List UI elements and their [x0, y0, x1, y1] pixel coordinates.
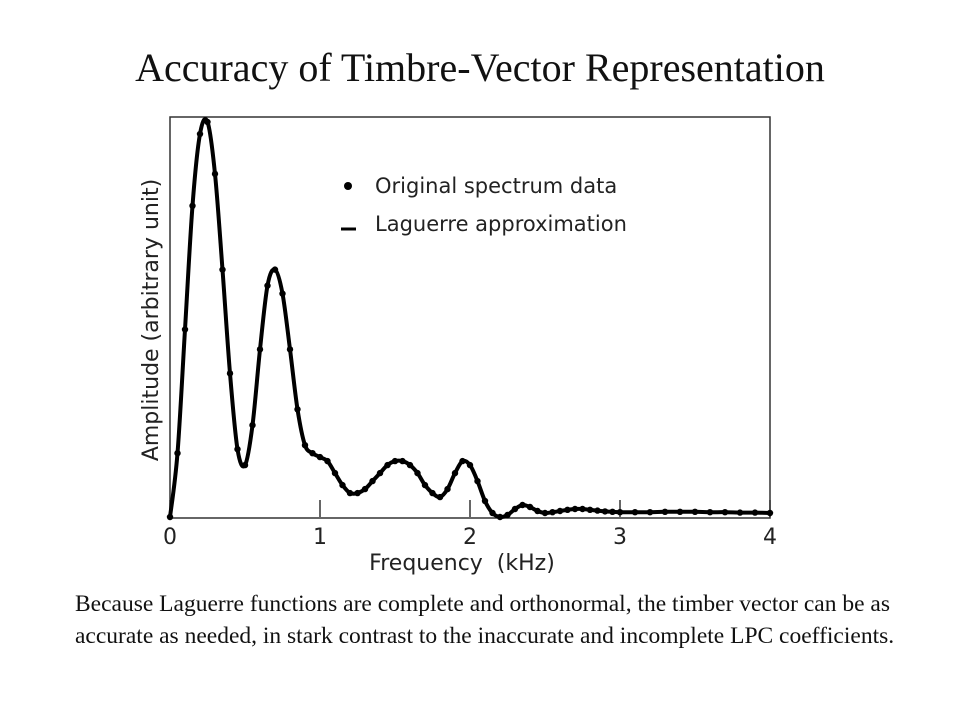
data-point	[751, 509, 759, 516]
data-point	[631, 509, 639, 516]
data-point	[511, 505, 519, 513]
data-point	[706, 509, 714, 516]
data-point	[189, 202, 196, 209]
data-point	[534, 507, 541, 515]
data-point	[346, 489, 354, 497]
data-point	[166, 513, 174, 521]
data-point	[204, 118, 211, 126]
data-point	[481, 497, 489, 505]
data-point	[736, 509, 744, 516]
data-point	[331, 469, 339, 477]
data-point	[399, 457, 406, 465]
data-point	[301, 442, 309, 449]
data-point	[691, 508, 699, 515]
spectrum-points	[166, 118, 774, 521]
data-point	[429, 489, 436, 497]
data-point	[316, 453, 324, 461]
data-point	[309, 450, 316, 457]
y-axis-label: Amplitude (arbitrary unit)	[139, 179, 164, 461]
data-point	[721, 509, 729, 516]
data-point	[384, 461, 391, 469]
data-point	[211, 170, 219, 178]
data-point	[234, 446, 241, 453]
data-point	[586, 506, 594, 513]
x-tick-label: 2	[463, 525, 477, 550]
data-point	[369, 477, 376, 485]
data-point	[414, 469, 421, 477]
slide-title: Accuracy of Timbre-Vector Representation	[135, 45, 825, 90]
data-point	[279, 290, 286, 297]
data-point	[496, 513, 504, 521]
data-point	[519, 501, 526, 509]
data-point	[579, 505, 586, 513]
data-point	[541, 509, 549, 517]
x-tick-label: 4	[763, 525, 777, 550]
data-point	[459, 457, 466, 465]
data-point	[646, 509, 654, 516]
data-point	[181, 326, 189, 333]
data-point	[391, 457, 399, 465]
data-point	[556, 507, 564, 515]
data-point	[661, 508, 669, 515]
data-point	[564, 506, 571, 513]
data-point	[406, 461, 414, 469]
data-point	[474, 477, 481, 485]
legend-label-original: Original spectrum data	[375, 174, 617, 198]
data-point	[504, 511, 511, 519]
data-point	[256, 346, 264, 353]
legend-points-marker	[344, 182, 352, 190]
data-point	[361, 485, 369, 493]
data-point	[601, 508, 609, 515]
data-point	[249, 422, 256, 429]
data-point	[271, 266, 279, 273]
data-point	[549, 509, 556, 516]
data-point	[294, 406, 301, 413]
data-point	[324, 457, 331, 465]
data-point	[264, 282, 271, 289]
data-point	[571, 505, 579, 513]
data-point	[354, 489, 361, 497]
data-point	[339, 481, 346, 489]
data-point	[594, 507, 601, 514]
data-point	[616, 509, 624, 516]
data-point	[526, 503, 534, 511]
data-point	[444, 485, 451, 493]
data-point	[436, 493, 444, 501]
x-axis-label: Frequency (kHz)	[369, 551, 555, 576]
plot-frame	[169, 116, 771, 519]
data-point	[676, 508, 684, 515]
slide-caption: Because Laguerre functions are complete …	[75, 591, 895, 650]
data-point	[241, 461, 249, 469]
data-point	[489, 509, 496, 517]
data-point	[226, 370, 234, 377]
data-point	[766, 509, 774, 517]
data-point	[609, 508, 616, 515]
x-tick-label: 0	[163, 525, 177, 550]
legend-label-laguerre: Laguerre approximation	[375, 212, 627, 236]
data-point	[421, 481, 429, 489]
x-tick-label: 1	[313, 525, 327, 550]
data-point	[174, 450, 181, 457]
data-point	[466, 461, 474, 469]
data-point	[196, 130, 204, 138]
data-point	[219, 266, 226, 273]
legend: Original spectrum data Laguerre approxim…	[341, 174, 627, 236]
data-point	[451, 469, 459, 477]
data-point	[376, 469, 384, 477]
spectrum-chart: 0 1 2 3 4 Amplitude (arbitrary unit) Frequen…	[139, 116, 777, 576]
x-tick-label: 3	[613, 525, 627, 550]
data-point	[286, 346, 294, 353]
x-ticks: 0 1 2 3 4	[163, 500, 777, 550]
